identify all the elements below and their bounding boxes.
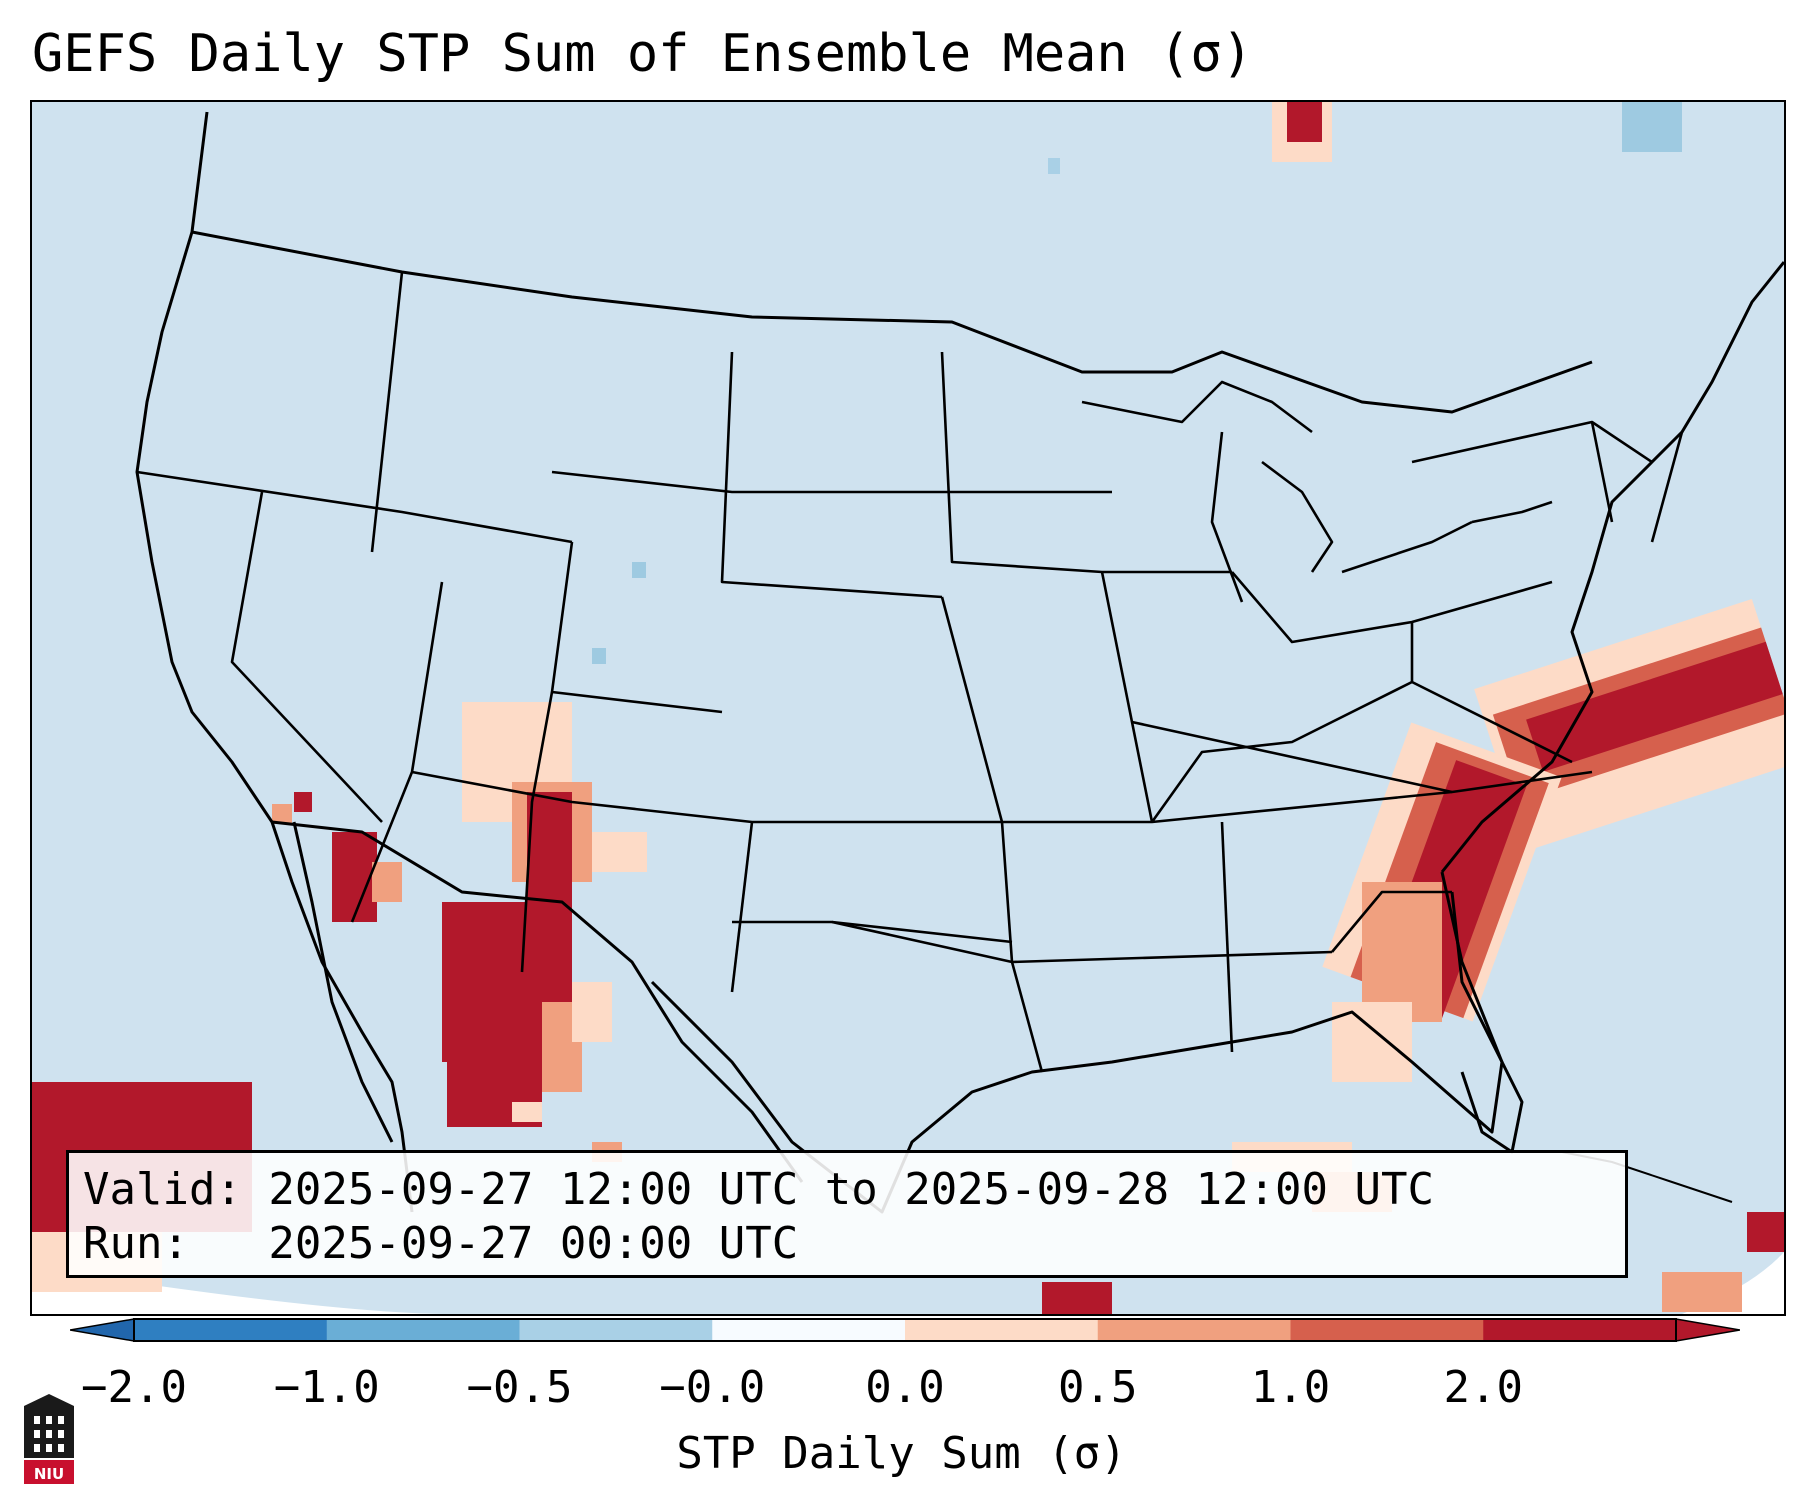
coastline-west [135, 111, 414, 1213]
logo-windows [34, 1416, 64, 1452]
colorbar-segment [1097, 1319, 1291, 1341]
coastline-east [1440, 261, 1784, 873]
colorbar-tick-label: 2.0 [1443, 1362, 1523, 1413]
map-panel[interactable] [30, 100, 1786, 1316]
coastline-baja [292, 821, 394, 1143]
colorbar-segment [519, 1319, 713, 1341]
stp-region-southwest [272, 702, 647, 1162]
colorbar-over-arrow [1675, 1318, 1741, 1342]
coastline-florida [1450, 891, 1524, 1154]
colorbar-title: STP Daily Sum (σ) [676, 1428, 1127, 1479]
colorbar [69, 1318, 1741, 1346]
valid-time-line: Valid: 2025-09-27 12:00 UTC to 2025-09-2… [83, 1164, 1435, 1215]
colorbar-tick-label: −2.0 [81, 1362, 187, 1413]
colorbar-tick-label: −1.0 [273, 1362, 380, 1413]
colorbar-tick-label: 0.0 [865, 1362, 945, 1413]
border-canada-us [191, 230, 1593, 414]
great-lakes [1081, 380, 1553, 603]
colorbar-segment [1290, 1319, 1484, 1341]
colorbar-tick-label: −0.5 [466, 1362, 573, 1413]
colorbar-segment [1483, 1319, 1677, 1341]
colorbar-svg [69, 1318, 1741, 1342]
colorbar-segment [905, 1319, 1099, 1341]
colorbar-segment [712, 1319, 906, 1341]
border-us-mexico [271, 820, 804, 1183]
logo-tower [24, 1394, 74, 1458]
projection-edge [32, 1267, 452, 1314]
colorbar-tick-label: 0.5 [1058, 1362, 1138, 1413]
valid-run-info-box: Valid: 2025-09-27 12:00 UTC to 2025-09-2… [66, 1150, 1628, 1278]
colorbar-under-arrow [69, 1318, 135, 1342]
colorbar-frame [133, 1318, 1677, 1342]
colorbar-tick-label: −0.0 [659, 1362, 766, 1413]
colorbar-segment [326, 1319, 520, 1341]
colorbar-segment [134, 1319, 328, 1341]
projection-edge [1682, 1252, 1784, 1314]
logo-banner [24, 1460, 74, 1484]
logo-text: NIU [34, 1465, 64, 1483]
colorbar-tick-label: 1.0 [1250, 1362, 1331, 1413]
state-lines [136, 271, 1684, 1073]
run-time-line: Run: 2025-09-27 00:00 UTC [83, 1218, 799, 1269]
map-title: GEFS Daily STP Sum of Ensemble Mean (σ) [32, 24, 1253, 84]
map-canvas [32, 102, 1784, 1314]
niu-logo: NIU [22, 1392, 76, 1488]
